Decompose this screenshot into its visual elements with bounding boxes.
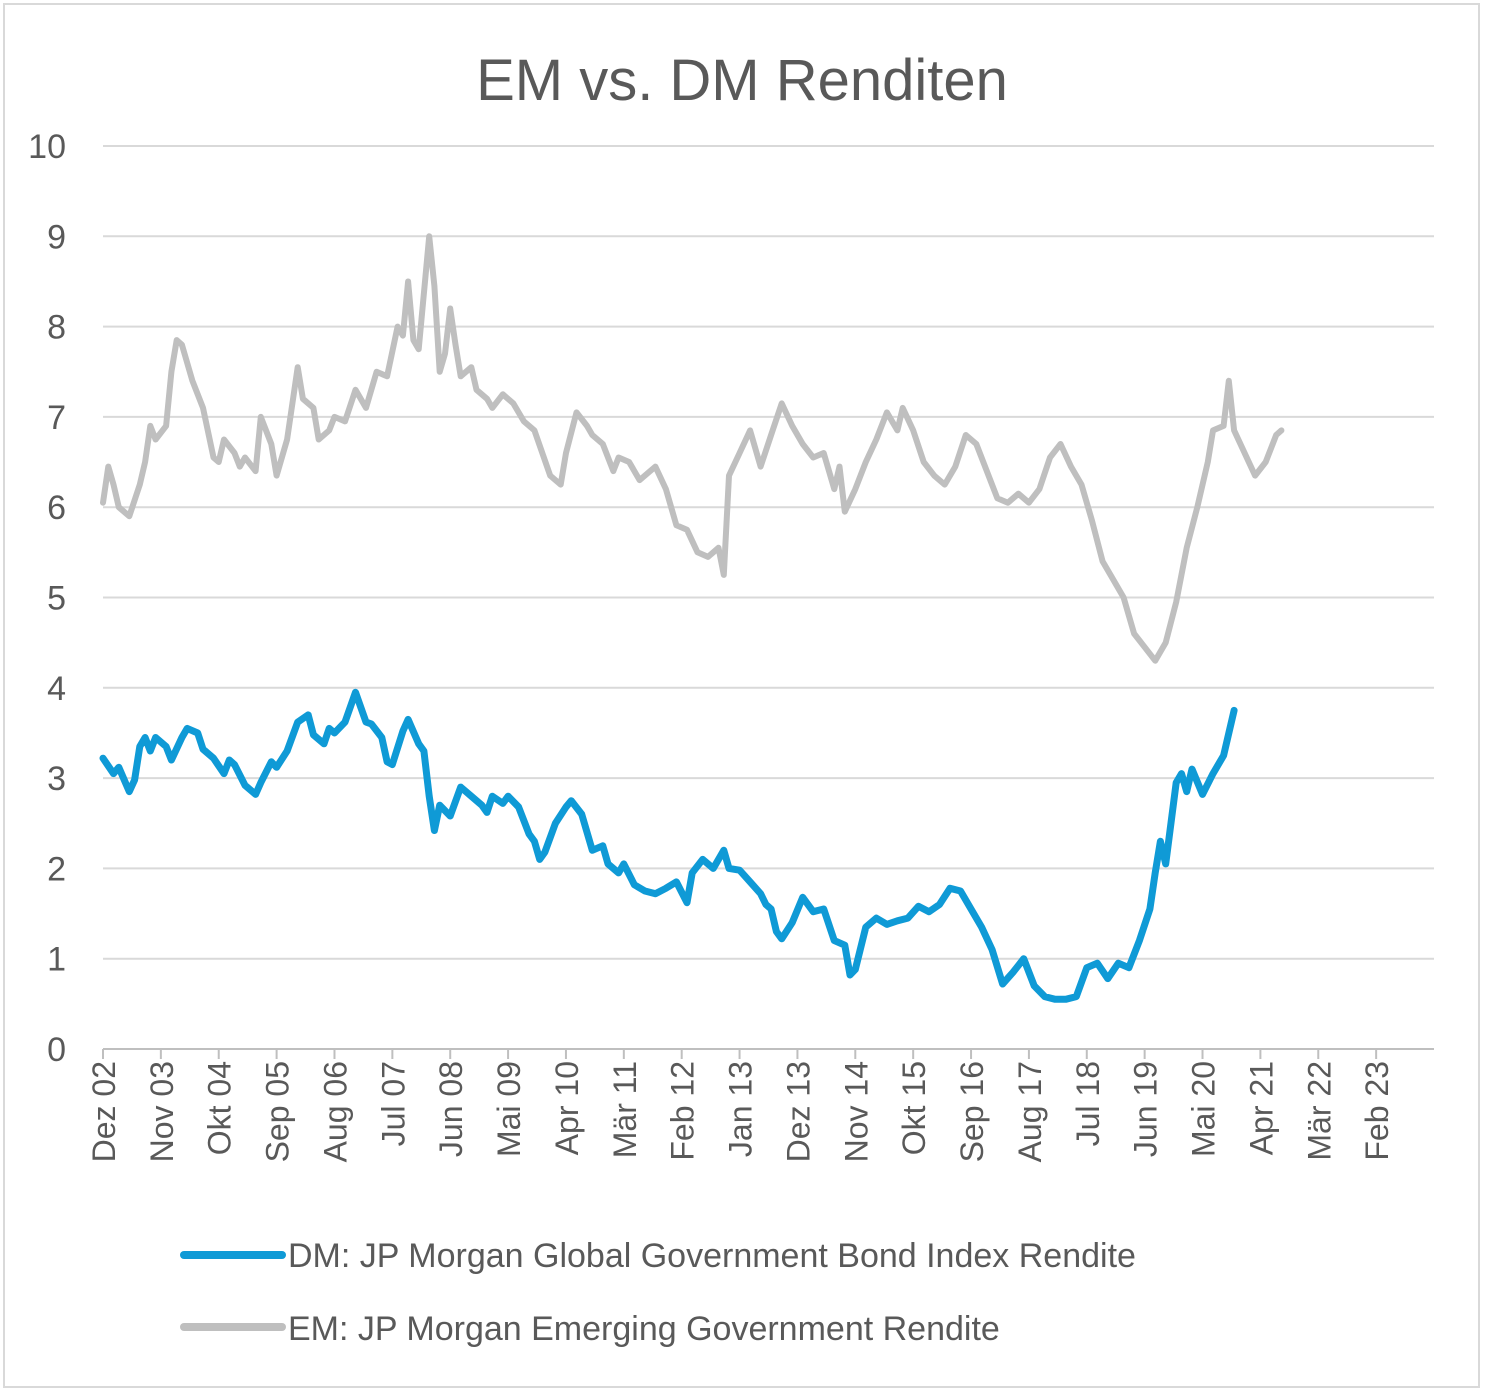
x-tick-label: Sep 16	[954, 1061, 990, 1162]
y-tick-label: 9	[47, 218, 66, 256]
y-tick-label: 6	[47, 489, 66, 527]
x-tick-label: Apr 10	[549, 1061, 585, 1155]
x-tick-label: Mär 22	[1301, 1061, 1337, 1161]
x-tick-label: Nov 03	[144, 1061, 180, 1162]
x-tick-label: Mai 09	[491, 1061, 527, 1157]
x-tick-label: Okt 04	[202, 1061, 238, 1155]
legend: DM: JP Morgan Global Government Bond Ind…	[180, 1237, 1136, 1348]
y-tick-label: 8	[47, 309, 66, 347]
x-tick-label: Dez 13	[780, 1061, 816, 1162]
series-line-em	[100, 233, 1285, 664]
x-tick-label: Sep 05	[260, 1061, 296, 1162]
legend-item-em[interactable]: EM: JP Morgan Emerging Government Rendit…	[180, 1310, 1000, 1348]
y-tick-label: 2	[47, 850, 66, 888]
x-tick-label: Dez 02	[86, 1061, 122, 1162]
chart-title: EM vs. DM Renditen	[476, 48, 1008, 113]
y-tick-label: 4	[47, 670, 66, 708]
x-tick-label: Nov 14	[838, 1061, 874, 1162]
x-tick-label: Feb 23	[1359, 1061, 1395, 1161]
y-tick-label: 0	[47, 1031, 66, 1069]
x-tick-label: Okt 15	[896, 1061, 932, 1155]
chart-frame	[3, 3, 1480, 1388]
legend-item-dm[interactable]: DM: JP Morgan Global Government Bond Ind…	[180, 1237, 1136, 1275]
y-tick-label: 7	[47, 399, 66, 437]
x-tick-label: Mär 11	[607, 1061, 643, 1158]
x-tick-label: Aug 06	[317, 1061, 353, 1162]
series-lines	[99, 233, 1285, 1003]
x-tick-label: Jul 07	[375, 1061, 411, 1146]
x-tick-label: Jul 18	[1070, 1061, 1106, 1146]
x-tick-label: Feb 12	[665, 1061, 701, 1161]
legend-label-dm: DM: JP Morgan Global Government Bond Ind…	[288, 1237, 1136, 1275]
x-tick-label: Mai 20	[1186, 1061, 1222, 1157]
y-tick-label: 5	[47, 580, 66, 618]
y-tick-label: 10	[28, 128, 66, 166]
gridlines	[103, 145, 1434, 960]
y-tick-label: 1	[47, 941, 66, 979]
x-tick-label: Aug 17	[1012, 1061, 1048, 1162]
series-line-dm	[99, 688, 1238, 1003]
x-tick-label: Jan 13	[723, 1061, 759, 1157]
legend-label-em: EM: JP Morgan Emerging Government Rendit…	[288, 1310, 1000, 1348]
x-tick-label: Jun 08	[433, 1061, 469, 1157]
x-axis-ticks: Dez 02 Nov 03 Okt 04 Sep 05 Aug 06 Jul 07 Jun …	[86, 1049, 1395, 1162]
x-tick-label: Apr 21	[1243, 1061, 1279, 1155]
x-tick-label: Jun 19	[1128, 1061, 1164, 1157]
y-axis-ticks: 0 1 2 3 4 5 6 7 8 9 10	[28, 128, 66, 1069]
y-tick-label: 3	[47, 760, 66, 798]
